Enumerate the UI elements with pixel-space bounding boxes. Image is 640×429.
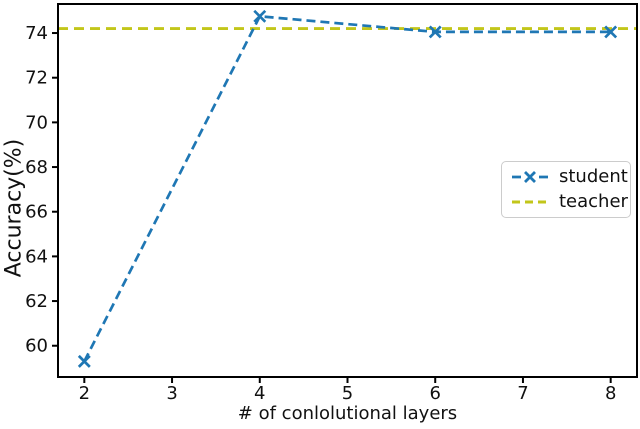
x-tick-label: 8 [605, 383, 616, 404]
y-tick-label: 70 [25, 112, 48, 133]
y-tick-label: 64 [25, 246, 48, 267]
student-data-point-marker [253, 9, 267, 23]
y-axis-label: Accuracy(%) [1, 138, 27, 278]
student-data-point-marker [77, 354, 91, 368]
student-swatch [512, 171, 548, 184]
plot-border [57, 3, 638, 378]
y-tick-label: 68 [25, 157, 48, 178]
student-swatch-x-marker-icon [524, 171, 536, 184]
legend-label-teacher: teacher [559, 191, 628, 212]
student-data-point-marker [604, 25, 618, 39]
x-tick-label: 6 [430, 383, 441, 404]
legend-label-student: student [559, 166, 628, 188]
student-line [83, 14, 611, 363]
student-data-point-marker [428, 25, 442, 39]
y-tick-label: 72 [25, 68, 48, 89]
y-tick-label: 74 [25, 23, 48, 44]
x-tick-label: 5 [342, 383, 353, 404]
x-tick-label: 4 [254, 383, 265, 404]
teacher-swatch [512, 200, 548, 204]
legend: student teacher [501, 161, 631, 218]
legend-item-teacher: teacher [510, 191, 628, 213]
y-tick-label: 60 [25, 336, 48, 357]
x-axis-label: # of conlolutional layers [237, 403, 458, 424]
y-tick-label: 62 [25, 291, 48, 312]
x-tick-label: 2 [79, 383, 90, 404]
x-tick-label: 7 [517, 383, 528, 404]
legend-item-student: student [510, 166, 628, 188]
x-tick-label: 3 [166, 383, 177, 404]
y-tick-label: 66 [25, 202, 48, 223]
